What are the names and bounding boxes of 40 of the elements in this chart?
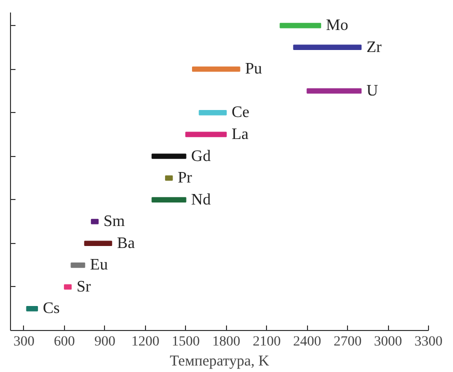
bar xyxy=(280,22,322,28)
bar xyxy=(84,240,112,246)
y-tick-label: Pr xyxy=(178,170,193,187)
x-tick-label: 300 xyxy=(13,334,34,350)
y-tick-label: Gd xyxy=(191,148,211,165)
x-tick-label: 2400 xyxy=(293,334,322,350)
x-tick-label: 1200 xyxy=(131,334,160,350)
x-tick-label: 900 xyxy=(94,334,116,350)
x-axis-title: Температура, K xyxy=(170,354,270,370)
x-tick-label: 1500 xyxy=(172,334,200,350)
x-tick-label: 3000 xyxy=(374,334,402,350)
x-tick-label: 600 xyxy=(54,334,75,350)
y-tick-label: Pu xyxy=(245,60,262,78)
bar xyxy=(192,66,240,72)
x-tick-label: 2700 xyxy=(334,334,362,350)
y-tick-label: Mo xyxy=(326,17,348,34)
bar xyxy=(26,306,38,312)
y-tick-label: La xyxy=(232,126,249,143)
bar xyxy=(306,88,362,94)
y-tick-label: Ba xyxy=(117,234,135,252)
x-tick-label: 3300 xyxy=(414,334,442,350)
bar xyxy=(185,132,227,138)
y-tick-label: U xyxy=(366,82,378,100)
bar xyxy=(70,262,86,268)
y-tick-label: Nd xyxy=(191,191,211,208)
y-tick-label: Eu xyxy=(90,256,108,274)
x-tick-label: 1800 xyxy=(212,334,240,350)
y-tick-label: Ce xyxy=(232,104,250,122)
bar xyxy=(165,175,173,181)
bar xyxy=(152,197,186,202)
y-tick-label: Sr xyxy=(76,278,92,296)
bar xyxy=(198,110,227,116)
x-tick-label: 2100 xyxy=(252,334,281,350)
bar xyxy=(293,44,362,50)
y-tick-label: Cs xyxy=(42,300,60,318)
bar xyxy=(90,218,99,224)
bar xyxy=(152,154,186,159)
y-tick-label: Zr xyxy=(366,38,382,56)
bar xyxy=(64,284,72,290)
y-tick-label: Sm xyxy=(104,213,126,230)
